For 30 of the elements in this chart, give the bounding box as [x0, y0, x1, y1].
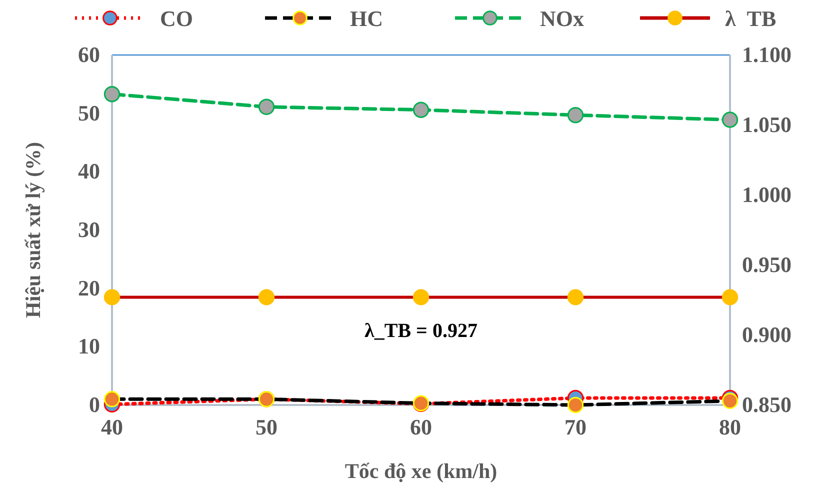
legend-label: CO: [160, 6, 193, 31]
x-tick-label: 80: [719, 414, 741, 440]
y2-tick-label: 1.050: [742, 112, 792, 138]
y-tick-label: 20: [78, 275, 100, 300]
x-tick-label: 60: [410, 414, 432, 440]
point: [722, 112, 738, 128]
y-axis-title: Hiệu suất xử lý (%): [21, 142, 45, 318]
y-tick-label: 30: [78, 217, 100, 242]
legend-label: NOx: [540, 6, 584, 31]
y-tick-label: 10: [78, 334, 100, 359]
point: [567, 106, 584, 124]
legend-label: HC: [350, 6, 383, 31]
y-tick-label: 60: [78, 42, 100, 68]
x-tick-label: 70: [564, 414, 586, 440]
y-tick-label: 0: [89, 392, 100, 418]
y-tick-label: 40: [78, 158, 100, 184]
point: [104, 86, 120, 102]
y2-tick-label: 1.100: [742, 42, 792, 68]
y2-tick-label: 0.950: [742, 252, 792, 278]
x-tick-label: 40: [101, 414, 123, 440]
y2-tick-label: 0.850: [742, 392, 792, 418]
y-tick-label: 50: [78, 100, 100, 126]
x-tick-label: 50: [256, 414, 278, 440]
x-axis-title: Tốc độ xe (km/h): [344, 459, 498, 483]
point: [258, 98, 275, 116]
y2-tick-label: 1.000: [742, 182, 792, 208]
y2-tick-label: 0.900: [742, 322, 792, 348]
point: [412, 102, 430, 118]
legend-label: λ TB: [725, 6, 776, 31]
annotation: λ_TB = 0.927: [364, 320, 478, 342]
